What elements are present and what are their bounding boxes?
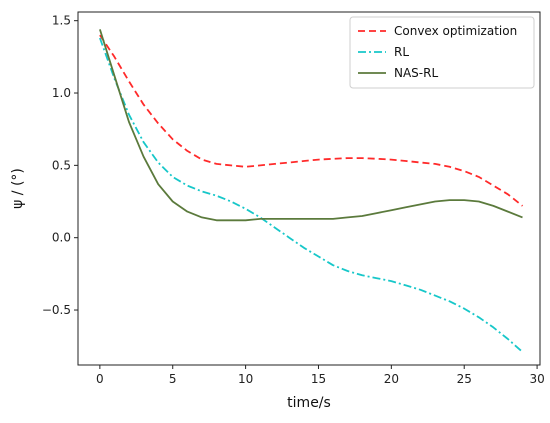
x-tick-label: 25 <box>457 372 472 386</box>
y-tick-label: 1.0 <box>52 86 71 100</box>
series-line-2 <box>99 29 523 222</box>
y-tick-label: 0.0 <box>52 231 71 245</box>
legend-label-0: Convex optimization <box>394 24 517 38</box>
x-tick-label: 15 <box>311 372 326 386</box>
legend-box <box>349 16 535 89</box>
y-axis-label: ψ / (°) <box>10 168 26 209</box>
x-tick-label: 5 <box>169 372 177 386</box>
legend-label-2: NAS-RL <box>394 66 438 80</box>
y-tick-label: 1.5 <box>52 14 71 28</box>
plot-area <box>99 29 524 353</box>
legend-label-1: RL <box>394 45 409 59</box>
x-tick-label: 10 <box>238 372 253 386</box>
series-line-1 <box>99 37 524 353</box>
x-axis-label: time/s <box>287 395 331 411</box>
series-line-0 <box>99 34 524 207</box>
y-tick-label: 0.5 <box>52 158 71 172</box>
legend: Convex optimization RL NAS-RL <box>349 16 535 89</box>
axes-frame <box>77 11 541 366</box>
x-tick-label: 20 <box>384 372 399 386</box>
axis-ticks: 0 5 10 15 20 25 30 −0.5 0.0 0.5 1.0 1.5 <box>42 14 545 386</box>
x-tick-label: 0 <box>96 372 104 386</box>
x-tick-label: 30 <box>529 372 544 386</box>
y-tick-label: −0.5 <box>42 303 71 317</box>
